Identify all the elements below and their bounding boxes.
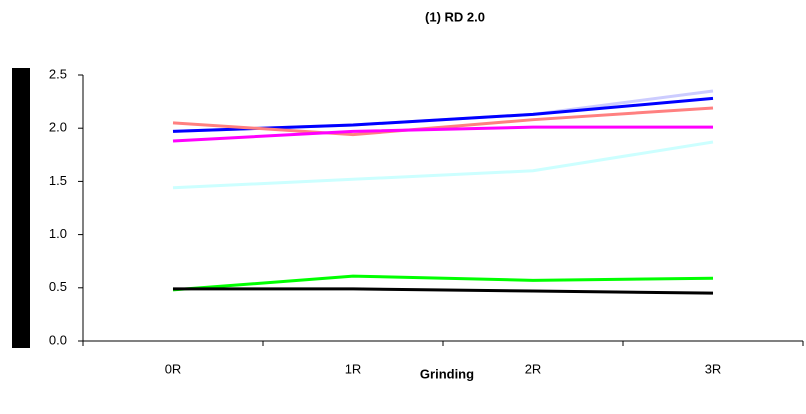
series-line — [172, 106, 714, 137]
series-line — [172, 125, 713, 143]
series-line — [172, 274, 714, 292]
x-tick-label: 2R — [525, 361, 542, 376]
y-tick-label: 2.0 — [49, 120, 67, 135]
chart-title: (1) RD 2.0 — [425, 9, 485, 24]
y-tick-label: 1.0 — [49, 226, 67, 241]
x-tick-label: 0R — [165, 361, 182, 376]
x-tick-label: 1R — [345, 361, 362, 376]
y-tick-label: 2.5 — [49, 66, 67, 81]
series-line — [173, 287, 714, 295]
x-tick-label: 3R — [705, 361, 722, 376]
y-tick-label: 0.0 — [49, 332, 67, 347]
x-axis-label: Grinding — [420, 366, 474, 381]
series-line — [172, 140, 714, 190]
y-tick-label: 1.5 — [49, 173, 67, 188]
series-line — [172, 89, 714, 133]
axis-label-block — [12, 68, 30, 348]
y-tick-label: 0.5 — [49, 279, 67, 294]
